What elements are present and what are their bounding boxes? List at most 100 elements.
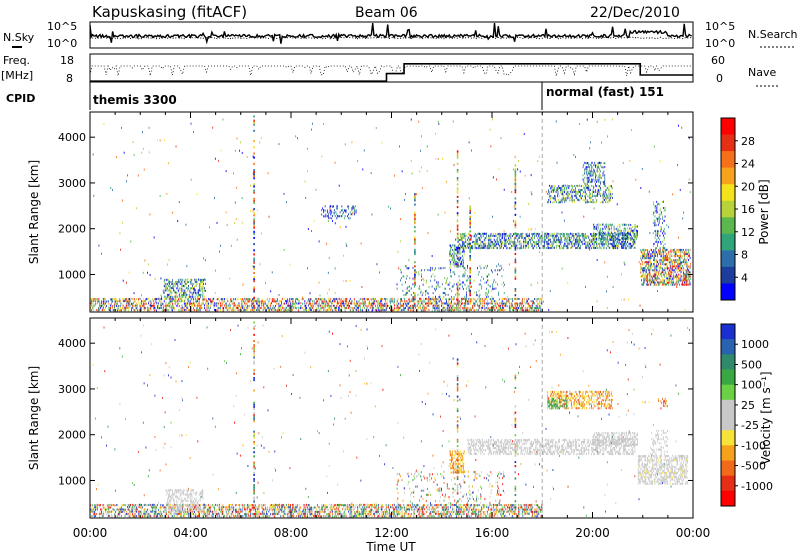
data-cell — [600, 170, 601, 173]
data-cell — [588, 246, 590, 249]
data-cell — [611, 233, 613, 236]
data-cell — [686, 271, 688, 274]
data-cell — [385, 298, 386, 301]
data-cell — [595, 189, 596, 192]
data-cell — [298, 300, 300, 303]
data-cell — [282, 306, 284, 309]
data-cell — [201, 279, 203, 282]
data-cell — [472, 304, 473, 307]
data-cell — [505, 244, 507, 247]
data-cell — [517, 304, 519, 307]
data-cell — [451, 302, 453, 305]
data-cell — [259, 309, 261, 312]
data-cell — [462, 255, 463, 258]
data-cell — [449, 250, 451, 253]
data-cell — [517, 234, 519, 237]
noise-panel: N.Sky 10^5 10^0 10^5 10^0 N.Search — [3, 20, 798, 50]
data-cell — [397, 298, 399, 301]
data-cell — [685, 261, 687, 264]
data-cell — [382, 298, 384, 301]
data-cell — [551, 245, 553, 248]
data-cell — [431, 309, 433, 312]
data-cell — [214, 157, 216, 160]
data-cell — [683, 267, 685, 270]
data-cell — [396, 304, 398, 307]
data-cell — [413, 309, 415, 312]
data-cell — [148, 297, 149, 300]
data-cell — [544, 239, 545, 242]
data-cell — [302, 296, 303, 299]
data-cell — [645, 255, 647, 258]
data-cell — [163, 291, 164, 294]
data-cell — [591, 164, 592, 167]
data-cell — [490, 246, 492, 249]
data-cell — [252, 307, 254, 310]
data-cell — [491, 247, 493, 250]
data-cell — [97, 300, 99, 303]
data-cell — [621, 223, 623, 226]
data-cell — [389, 300, 390, 303]
data-cell — [168, 293, 170, 296]
data-cell — [590, 170, 591, 173]
data-cell — [461, 250, 463, 253]
data-cell — [683, 251, 685, 254]
data-cell — [610, 242, 612, 245]
data-cell — [601, 241, 602, 244]
data-cell — [640, 269, 642, 272]
data-cell — [539, 305, 540, 308]
data-cell — [544, 245, 545, 248]
data-cell — [589, 239, 591, 242]
data-cell — [493, 242, 495, 245]
data-cell — [489, 298, 491, 301]
data-cell — [483, 242, 485, 245]
data-cell — [190, 282, 192, 285]
data-cell — [286, 306, 288, 309]
data-cell — [287, 298, 288, 301]
data-cell — [527, 235, 529, 238]
data-cell — [493, 287, 495, 290]
data-cell — [557, 240, 559, 243]
data-cell — [205, 302, 206, 305]
data-cell — [565, 240, 567, 243]
data-cell — [230, 298, 232, 301]
data-cell — [187, 289, 189, 292]
data-cell — [291, 304, 293, 307]
data-cell — [671, 261, 673, 264]
data-cell — [495, 304, 497, 307]
data-cell — [194, 291, 196, 294]
data-cell — [679, 250, 681, 253]
data-cell — [297, 302, 299, 305]
data-cell — [500, 246, 502, 249]
data-cell — [529, 307, 530, 310]
data-cell — [628, 244, 630, 247]
data-cell — [420, 309, 422, 312]
data-cell — [580, 191, 581, 194]
data-cell — [498, 265, 500, 268]
data-cell — [91, 307, 93, 310]
data-cell — [391, 297, 393, 300]
data-cell — [343, 304, 345, 307]
data-cell — [592, 246, 594, 249]
data-cell — [608, 199, 610, 202]
data-cell — [508, 237, 509, 240]
data-cell — [585, 234, 586, 237]
data-cell — [611, 236, 612, 239]
data-cell — [537, 302, 539, 305]
data-cell — [528, 302, 529, 305]
data-cell — [127, 302, 129, 305]
data-cell — [172, 279, 173, 282]
data-cell — [531, 244, 533, 247]
data-cell — [452, 304, 454, 307]
data-cell — [328, 213, 329, 216]
data-cell — [631, 237, 632, 240]
data-cell — [509, 233, 511, 236]
data-cell — [485, 309, 487, 312]
data-cell — [436, 300, 437, 303]
data-cell — [631, 227, 632, 230]
data-cell — [653, 250, 654, 253]
data-cell — [676, 250, 678, 253]
data-cell — [654, 283, 656, 286]
data-cell — [115, 309, 117, 312]
data-cell — [386, 304, 388, 307]
data-cell — [567, 242, 569, 245]
